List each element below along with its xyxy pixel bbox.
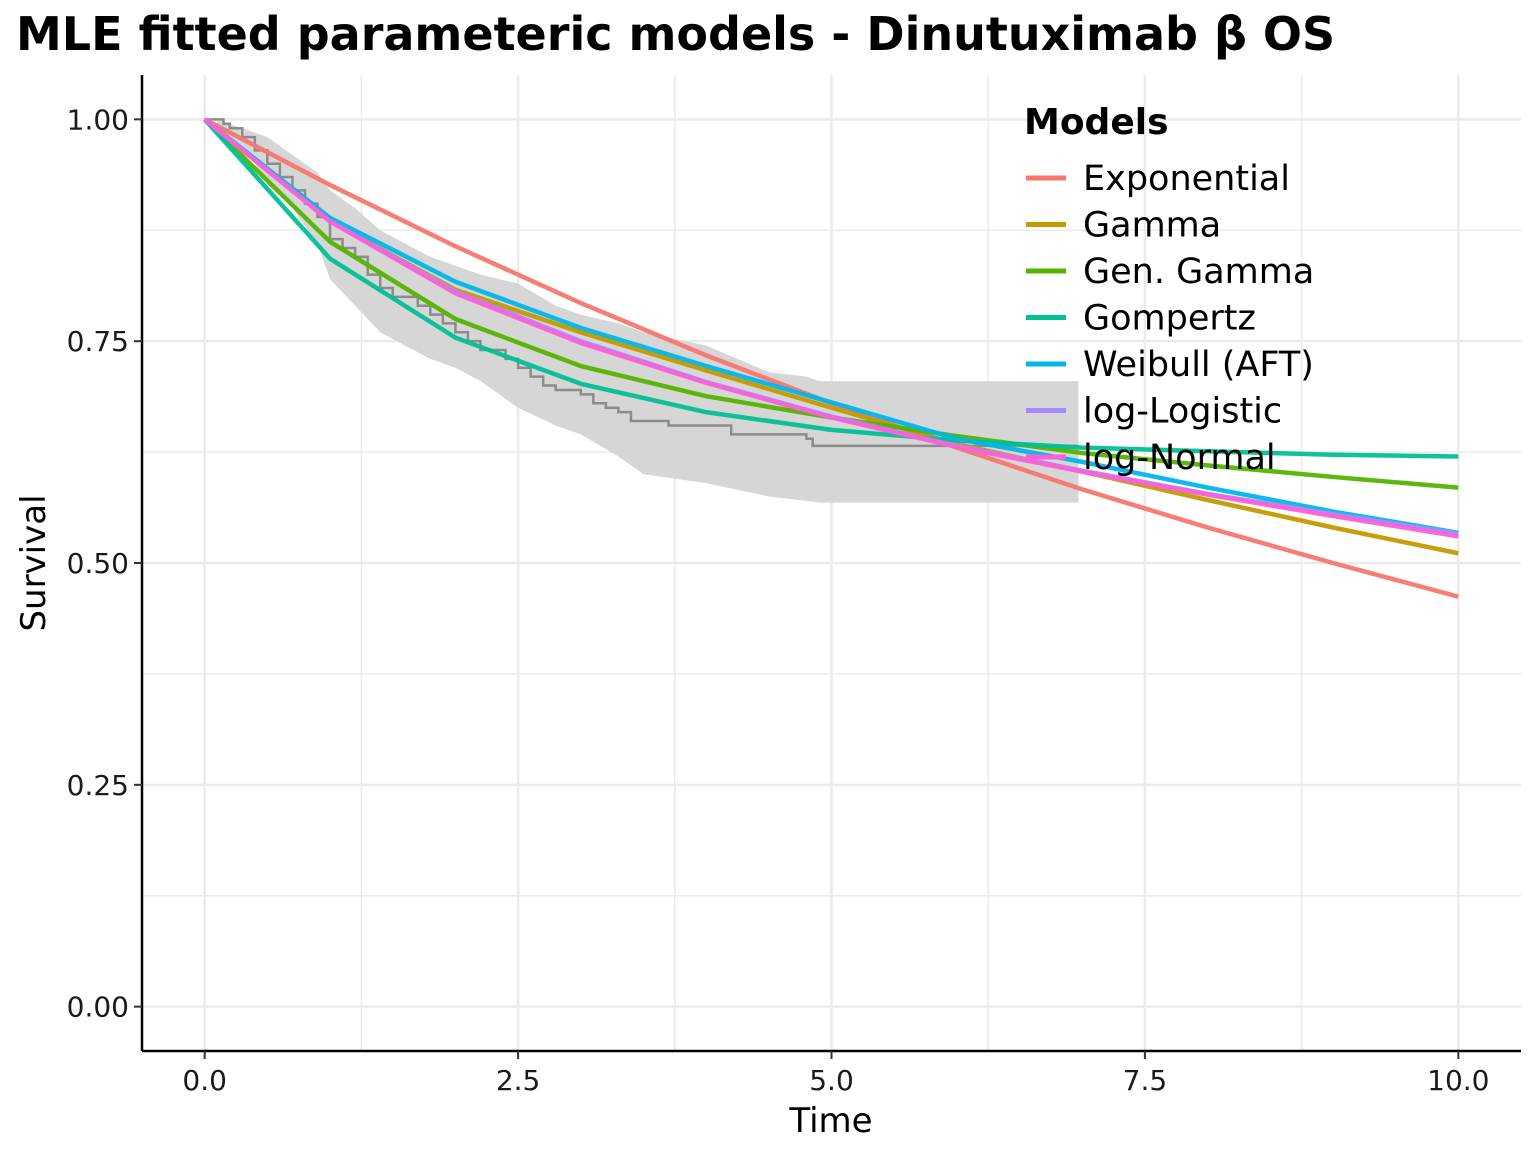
series-line-weibull-aft (203, 117, 1459, 536)
legend-label-gen-gamma: Gen. Gamma (1083, 252, 1314, 292)
y-tick-label: 0.50 (67, 547, 129, 580)
legend-label-exponential: Exponential (1083, 159, 1290, 199)
legend-label-gompertz: Gompertz (1083, 299, 1256, 339)
series-line-gompertz (203, 117, 1459, 459)
legend: Models Exponential Gamma Gen. Gamma Gompert… (1024, 102, 1314, 478)
x-tick-label: 7.5 (1123, 1064, 1168, 1097)
legend-title: Models (1024, 102, 1169, 143)
km-curve-group (204, 118, 1079, 448)
x-tick-label: 2.5 (496, 1064, 541, 1097)
y-tick-label: 0.25 (67, 769, 129, 802)
tick-labels: 0.0 2.5 5.0 7.5 10.0 0.00 0.25 0.50 0.75 1.00 (67, 103, 1490, 1097)
km-confidence-band (217, 119, 1079, 503)
km-confidence-area (217, 119, 1079, 503)
chart-title: MLE fitted parameteric models - Dinutuxi… (16, 7, 1335, 61)
legend-label-log-logistic: log-Logistic (1083, 392, 1282, 432)
x-tick-label: 0.0 (182, 1064, 227, 1097)
grid (142, 75, 1521, 1051)
y-tick-label: 0.00 (67, 991, 129, 1024)
axes (134, 75, 1521, 1059)
series-group (203, 117, 1459, 599)
x-tick-label: 5.0 (809, 1064, 854, 1097)
legend-label-gamma: Gamma (1083, 206, 1221, 246)
y-tick-label: 0.75 (67, 325, 129, 358)
legend-label-log-normal: log-Normal (1083, 438, 1276, 478)
y-axis-title: Survival (14, 494, 54, 631)
x-axis-title: Time (788, 1101, 872, 1141)
y-tick-label: 1.00 (67, 103, 129, 136)
x-tick-label: 10.0 (1427, 1064, 1489, 1097)
km-curve (204, 118, 1079, 448)
series-line-log-normal (203, 117, 1459, 539)
legend-label-weibull-aft: Weibull (AFT) (1083, 345, 1314, 385)
